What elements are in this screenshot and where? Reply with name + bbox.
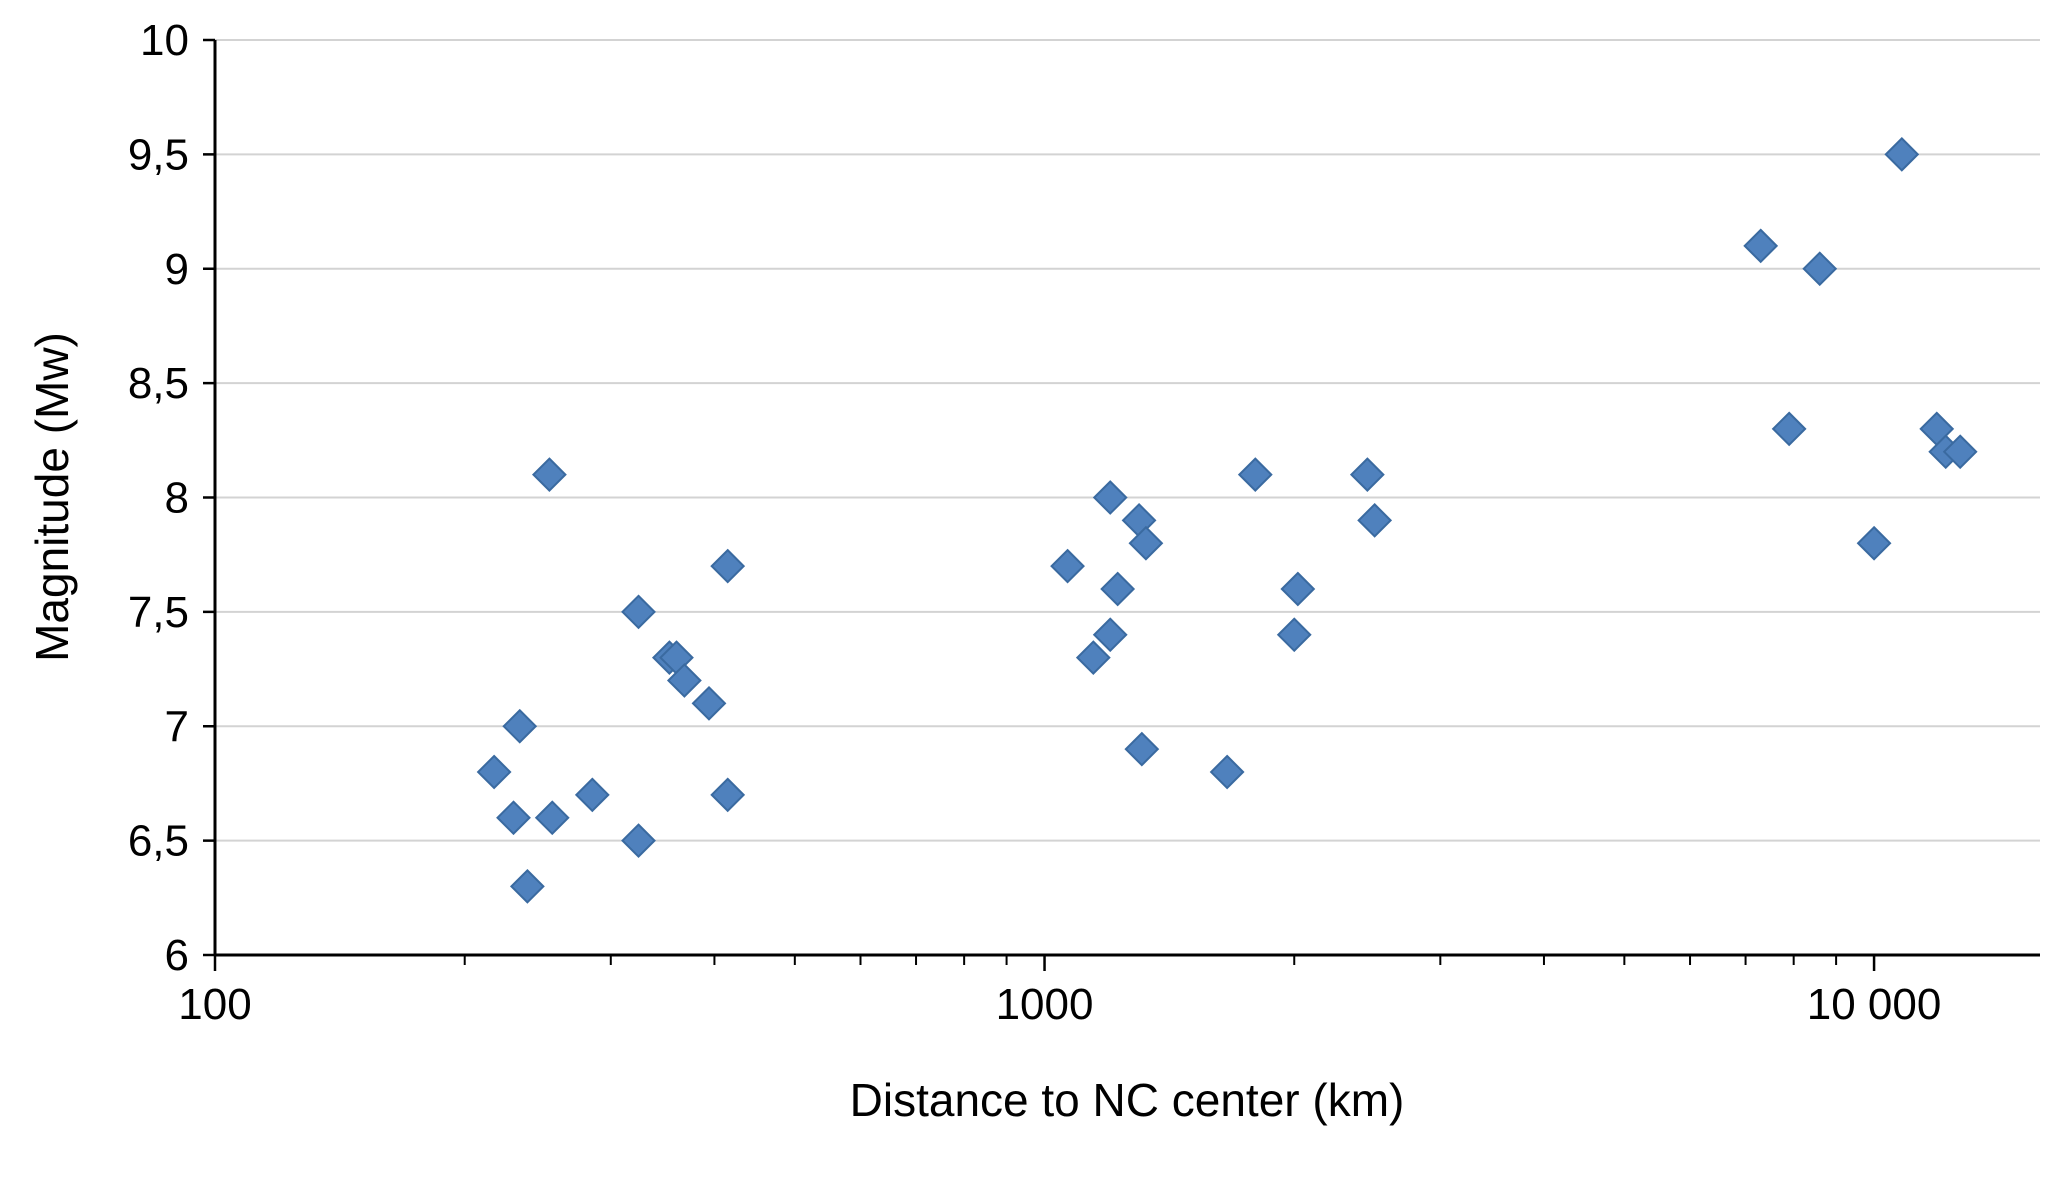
y-tick-label: 6,5	[128, 817, 189, 866]
data-point	[710, 548, 746, 584]
data-point	[1357, 502, 1393, 538]
data-point	[1884, 136, 1920, 172]
data-point	[1237, 457, 1273, 493]
data-point	[666, 663, 702, 698]
data-point	[1743, 228, 1779, 264]
data-point	[502, 708, 538, 744]
data-point	[621, 823, 656, 859]
data-point	[1771, 411, 1807, 447]
data-point	[1100, 571, 1136, 607]
data-point	[531, 457, 567, 493]
y-tick-label: 10	[140, 16, 189, 65]
y-tick-label: 6	[165, 931, 189, 980]
data-point	[1124, 731, 1160, 767]
x-tick-label: 1000	[996, 980, 1094, 1029]
y-tick-label: 8,5	[128, 359, 189, 408]
data-point	[496, 800, 531, 836]
data-point	[1276, 617, 1312, 653]
data-point	[1050, 548, 1085, 584]
data-point	[1349, 457, 1385, 493]
data-point	[1092, 480, 1128, 515]
x-tick-label: 100	[178, 980, 251, 1029]
x-axis-title: Distance to NC center (km)	[849, 1074, 1405, 1126]
data-point	[621, 594, 656, 630]
x-tick-label: 10 000	[1807, 980, 1942, 1029]
y-axis-title: Magnitude (Mw)	[26, 332, 78, 662]
data-point	[509, 868, 545, 904]
data-point	[534, 800, 570, 836]
data-point	[1942, 434, 1978, 470]
data-point	[1128, 525, 1164, 561]
y-tick-label: 9	[165, 245, 189, 294]
y-tick-label: 7	[165, 702, 189, 751]
data-point	[1802, 251, 1838, 287]
y-tick-label: 8	[165, 474, 189, 523]
y-tick-label: 7,5	[128, 588, 189, 637]
data-point	[691, 685, 727, 721]
data-point	[710, 777, 746, 813]
data-point	[1856, 525, 1892, 561]
data-point	[1280, 571, 1316, 607]
data-point	[1209, 754, 1245, 790]
data-point	[1075, 640, 1111, 676]
data-point	[1092, 617, 1128, 653]
data-point	[574, 777, 610, 813]
y-tick-label: 9,5	[128, 130, 189, 179]
data-point	[476, 754, 512, 790]
